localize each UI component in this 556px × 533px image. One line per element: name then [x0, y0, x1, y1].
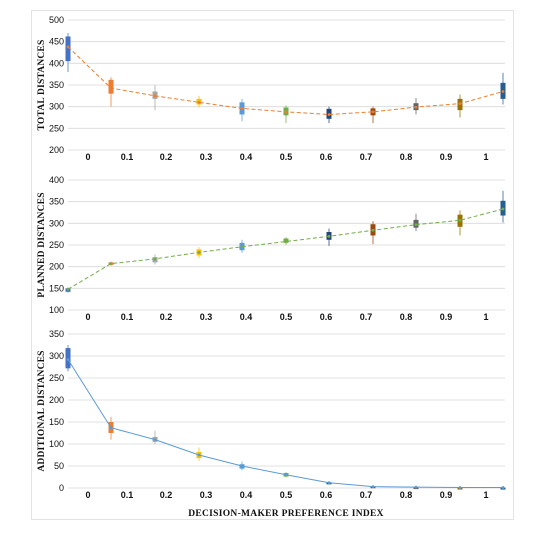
data-point [327, 113, 331, 116]
data-point [66, 45, 70, 49]
x-tick-label: 1 [483, 312, 488, 322]
x-tick-label: 0.2 [160, 490, 173, 500]
x-tick-label: 0.1 [121, 152, 134, 162]
y-tick-label: 150 [49, 417, 64, 427]
figure-frame [31, 10, 514, 520]
x-tick-label: 0.6 [320, 490, 333, 500]
y-axis-label: ADDITIONAL DISTANCES [37, 350, 47, 471]
y-tick-label: 300 [49, 351, 64, 361]
data-point [414, 223, 418, 227]
x-tick-label: 0.9 [440, 312, 453, 322]
x-tick-label: 0.3 [200, 490, 213, 500]
data-point [240, 464, 244, 468]
box [65, 36, 71, 62]
x-tick-label: 0.1 [121, 312, 134, 322]
x-tick-label: 0.4 [240, 490, 253, 500]
data-point [153, 94, 157, 98]
x-tick-label: 0.9 [440, 490, 453, 500]
data-point [240, 245, 244, 249]
y-tick-label: 100 [49, 439, 64, 449]
x-tick-label: 0.5 [280, 312, 293, 322]
series-line [67, 46, 504, 115]
x-tick-label: 0.6 [320, 312, 333, 322]
x-tick-label: 0.2 [160, 152, 173, 162]
x-tick-label: 0.1 [121, 490, 134, 500]
x-tick-label: 0 [85, 312, 90, 322]
y-tick-label: 200 [49, 262, 64, 272]
y-tick-label: 100 [49, 305, 64, 315]
y-axis-label: PLANNED DISTANCES [37, 192, 47, 297]
data-point [414, 485, 418, 489]
x-tick-label: 1 [483, 152, 488, 162]
y-tick-label: 300 [49, 218, 64, 228]
x-tick-label: 0.8 [400, 152, 413, 162]
x-tick-label: 0.8 [400, 490, 413, 500]
x-tick-label: 1 [483, 490, 488, 500]
data-point [284, 110, 288, 114]
data-point [458, 486, 462, 489]
x-tick-label: 0.7 [360, 152, 373, 162]
data-point [327, 481, 331, 485]
x-tick-label: 0 [85, 490, 90, 500]
x-tick-label: 0.5 [280, 152, 293, 162]
y-axis-label: TOTAL DISTANCES [37, 40, 47, 131]
y-tick-label: 250 [49, 240, 64, 250]
data-point [66, 287, 70, 291]
y-tick-label: 500 [49, 15, 64, 25]
x-tick-label: 0.8 [400, 312, 413, 322]
y-tick-label: 350 [49, 80, 64, 90]
x-tick-label: 0.5 [280, 490, 293, 500]
x-tick-label: 0.2 [160, 312, 173, 322]
data-point [458, 102, 462, 106]
y-tick-label: 350 [49, 197, 64, 207]
x-tick-label: 0.4 [240, 152, 253, 162]
data-point [501, 486, 505, 489]
data-point [66, 358, 70, 361]
data-point [109, 262, 113, 266]
data-point [284, 473, 288, 477]
y-tick-label: 200 [49, 395, 64, 405]
series-line [67, 208, 504, 290]
x-axis-label: DECISION-MAKER PREFERENCE INDEX [188, 509, 384, 519]
x-tick-label: 0 [85, 152, 90, 162]
data-point [153, 257, 157, 261]
y-tick-label: 250 [49, 373, 64, 383]
data-point [414, 105, 418, 109]
data-point [197, 453, 201, 457]
data-point [458, 218, 462, 222]
data-point [501, 90, 505, 93]
data-point [109, 426, 113, 430]
y-tick-label: 250 [49, 123, 64, 133]
data-point [327, 234, 331, 238]
data-point [371, 110, 375, 114]
y-tick-label: 400 [49, 58, 64, 68]
data-point [501, 207, 505, 211]
y-tick-label: 0 [59, 483, 64, 493]
y-tick-label: 50 [54, 461, 64, 471]
y-tick-label: 200 [49, 145, 64, 155]
data-point [153, 438, 157, 441]
data-point [371, 485, 375, 489]
y-tick-label: 400 [49, 175, 64, 185]
x-tick-label: 0.7 [360, 312, 373, 322]
x-tick-label: 0.4 [240, 312, 253, 322]
y-tick-label: 350 [49, 329, 64, 339]
data-point [197, 100, 201, 104]
x-tick-label: 0.3 [200, 312, 213, 322]
x-tick-label: 0.9 [440, 152, 453, 162]
data-point [240, 107, 244, 110]
data-point [197, 250, 201, 254]
y-tick-label: 300 [49, 102, 64, 112]
x-tick-label: 0.7 [360, 490, 373, 500]
y-tick-label: 450 [49, 37, 64, 47]
y-tick-label: 150 [49, 283, 64, 293]
data-point [109, 86, 113, 90]
x-tick-label: 0.6 [320, 152, 333, 162]
data-point [371, 228, 375, 232]
data-point [284, 240, 288, 243]
x-tick-label: 0.3 [200, 152, 213, 162]
series-line [67, 359, 503, 489]
